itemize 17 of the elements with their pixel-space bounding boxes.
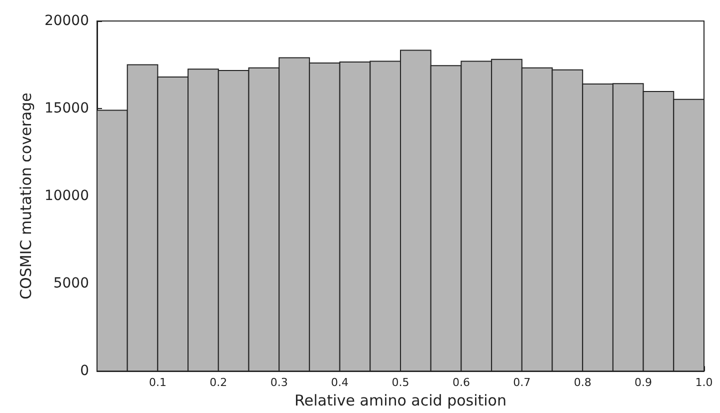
- y-tick-label: 15000: [44, 100, 89, 117]
- y-tick-label: 5000: [53, 276, 89, 292]
- x-tick-label: 0.9: [634, 376, 652, 390]
- x-tick-label: 0.8: [574, 376, 592, 390]
- y-axis-title: COSMIC mutation coverage: [17, 92, 36, 300]
- x-tick-label: 0.7: [513, 376, 531, 390]
- y-tick-label: 10000: [44, 188, 89, 204]
- x-tick-label: 0.1: [148, 376, 166, 390]
- x-tick-label: 0.5: [392, 376, 410, 390]
- x-tick-label: 0.4: [331, 376, 349, 390]
- x-tick-label: 0.2: [210, 376, 228, 390]
- x-tick-label: 0.6: [452, 376, 470, 390]
- x-tick-label: 0.3: [270, 376, 288, 390]
- y-tick-label: 0: [80, 363, 89, 380]
- y-tick-label: 20000: [44, 13, 89, 29]
- x-axis-title: Relative amino acid position: [294, 392, 506, 410]
- x-tick-label: 1.0: [695, 376, 713, 390]
